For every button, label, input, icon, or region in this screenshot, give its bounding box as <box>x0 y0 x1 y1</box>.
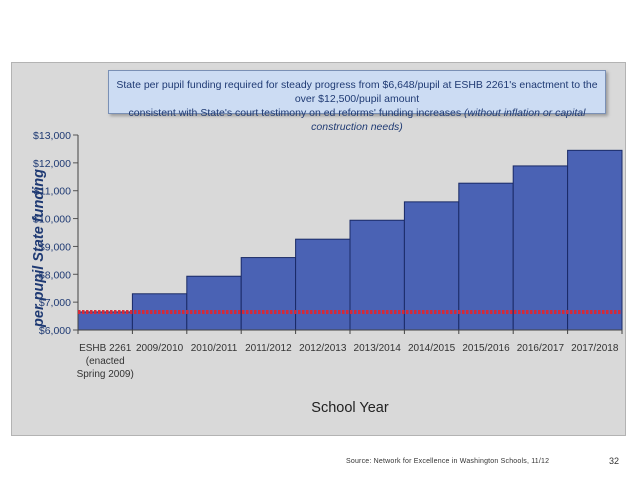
x-tick-label: 2015/2016 <box>462 343 510 354</box>
source-note: Source: Network for Excellence in Washin… <box>346 458 550 465</box>
chart-title-box: State per pupil funding required for ste… <box>108 70 606 133</box>
chart-title-line1: State per pupil funding required for ste… <box>116 79 598 105</box>
bar <box>186 275 242 331</box>
bar <box>77 311 133 331</box>
chart-title-note: (without inflation or capital constructi… <box>311 107 586 133</box>
y-tick-label: $9,000 <box>39 241 71 253</box>
bar <box>512 165 569 331</box>
bar <box>567 149 623 331</box>
x-tick-label: 2016/2017 <box>517 343 565 354</box>
x-tick-label: 2013/2014 <box>354 343 402 354</box>
y-tick-label: $10,000 <box>33 214 71 226</box>
x-tick-label: 2009/2010 <box>136 343 184 354</box>
x-tick-label: 2010/2011 <box>191 343 238 354</box>
x-tick-label: 2014/2015 <box>408 343 456 354</box>
x-tick-label: ESHB 2261 (enacted Spring 2009) <box>77 343 134 380</box>
chart-title-line2: consistent with State's court testimony … <box>128 107 462 119</box>
x-axis-label: School Year <box>311 400 389 416</box>
bar <box>458 182 514 331</box>
y-tick-label: $6,000 <box>39 325 71 337</box>
y-tick-label: $11,000 <box>34 186 71 198</box>
y-tick-label: $8,000 <box>39 269 71 281</box>
y-tick-label: $7,000 <box>39 297 71 309</box>
y-tick-label: $12,000 <box>33 158 71 170</box>
x-tick-label: 2017/2018 <box>571 343 619 354</box>
bar <box>295 238 351 331</box>
page-number: 32 <box>609 456 620 466</box>
x-tick-label: 2011/2012 <box>245 343 292 354</box>
bar <box>240 257 297 331</box>
y-tick-label: $13,000 <box>33 130 71 142</box>
x-tick-label: 2012/2013 <box>299 343 347 354</box>
